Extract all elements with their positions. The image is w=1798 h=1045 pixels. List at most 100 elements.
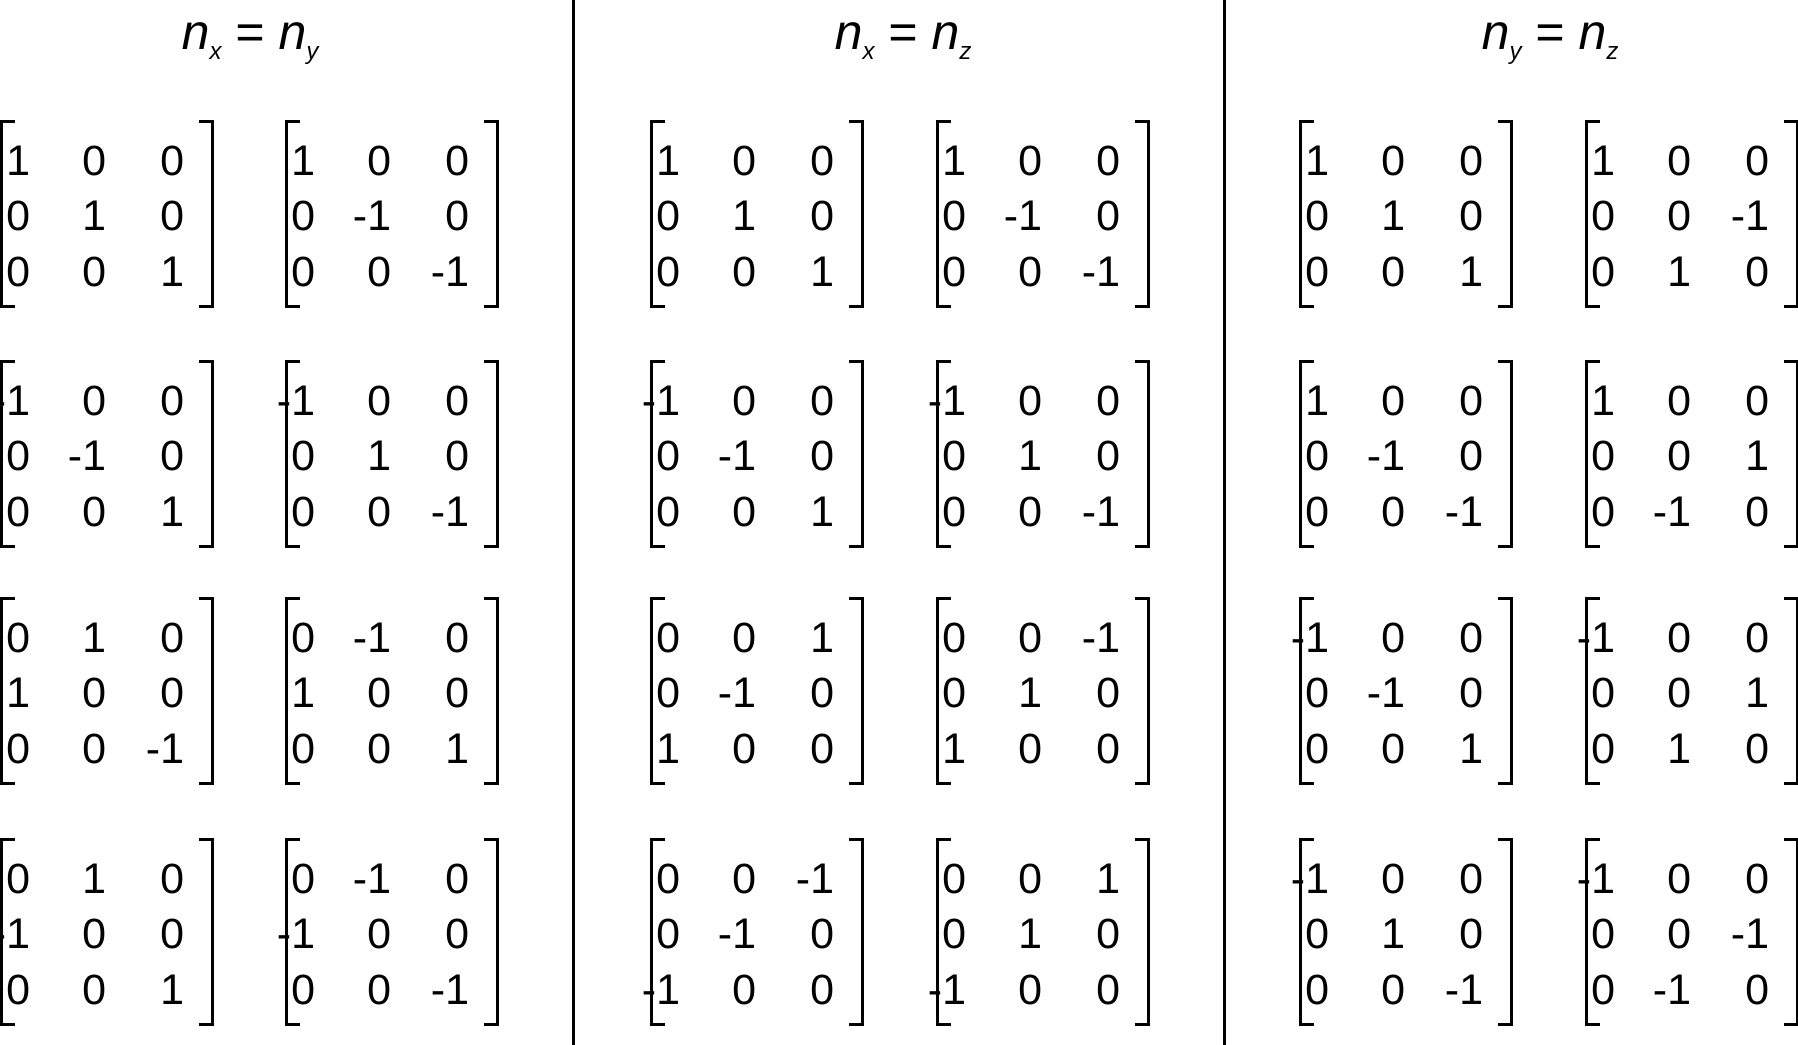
matrix-cell: 0 [602,247,680,297]
matrix-cell: 0 [756,376,834,426]
matrix-cell: -1 [1405,487,1483,537]
matrix-cell: -1 [888,376,966,426]
matrix-cell: 0 [313,724,391,774]
matrix-cell: 0 [313,376,391,426]
matrix-cell: 1 [1251,136,1329,186]
matrix-cell: 0 [106,668,184,718]
matrix-cell: -1 [756,854,834,904]
matrix-cell: 0 [391,191,469,241]
matrix-cell: 0 [28,724,106,774]
matrix-cell: 0 [1327,613,1405,663]
matrix-cell: 0 [1613,431,1691,481]
matrix-cell: 0 [1537,487,1615,537]
matrix-cell: 0 [964,613,1042,663]
right-bracket [1784,360,1798,548]
right-bracket [1135,838,1150,1026]
matrix: -1 0 0 0 1 0 0 0 -1 [936,360,1150,548]
matrix-cell: 0 [28,909,106,959]
matrix: 0 1 0 -1 0 0 0 0 1 [0,838,214,1026]
matrix-cell: 0 [756,909,834,959]
matrix-cell: 0 [237,247,315,297]
matrix-cell: -1 [888,965,966,1015]
matrix-cell: 0 [964,136,1042,186]
matrix-cell: 0 [28,487,106,537]
matrix-cell: 0 [1691,613,1769,663]
matrix-cell: 1 [0,136,30,186]
matrix-cell: 0 [756,965,834,1015]
right-bracket [1784,838,1798,1026]
matrix-cell: 0 [678,376,756,426]
matrix-cell: 0 [756,136,834,186]
matrix-cell: 0 [1042,136,1120,186]
matrix-cell: -1 [1327,668,1405,718]
matrix-cell: 1 [602,724,680,774]
matrix-cell: 0 [313,136,391,186]
matrix-cell: -1 [602,376,680,426]
matrix-cell: 0 [391,668,469,718]
matrix-cell: -1 [237,909,315,959]
right-bracket [1498,360,1513,548]
matrix-cell: -1 [1613,487,1691,537]
matrix-cell: -1 [0,376,30,426]
matrix: -1 0 0 0 -1 0 0 0 1 [0,360,214,548]
matrix-cell: -1 [1042,247,1120,297]
matrix: 1 0 0 0 -1 0 0 0 -1 [1299,360,1513,548]
matrix-cell: -1 [602,965,680,1015]
matrix-cell: -1 [1537,613,1615,663]
matrix-cell: 0 [391,909,469,959]
matrix-cell: 0 [1405,136,1483,186]
right-bracket [849,360,864,548]
matrix-cell: -1 [1691,909,1769,959]
matrix-cell: 0 [0,965,30,1015]
matrix-cell: 0 [1613,136,1691,186]
matrix-cell: 0 [1691,376,1769,426]
matrix: 0 0 1 0 -1 0 1 0 0 [650,597,864,785]
matrix-cell: 0 [888,247,966,297]
matrix-cell: 1 [391,724,469,774]
matrix-cell: 0 [106,854,184,904]
matrix-cell: 1 [1405,247,1483,297]
matrix-cell: 0 [678,724,756,774]
matrix-cell: 1 [1405,724,1483,774]
matrix-cell: 0 [1613,909,1691,959]
matrix-cell: 1 [1537,136,1615,186]
matrix-cell: 0 [602,431,680,481]
matrix-cell: 0 [1537,191,1615,241]
matrix-cell: -1 [1327,431,1405,481]
matrix-cell: 0 [1251,668,1329,718]
matrix-cell: 1 [237,668,315,718]
matrix: 0 -1 0 1 0 0 0 0 1 [285,597,499,785]
matrix-cell: 0 [1042,376,1120,426]
matrix-cell: 0 [106,613,184,663]
matrix-cell: 0 [391,136,469,186]
column-title-nx-eq-nz: nx = nz [703,2,1103,82]
matrix-cell: 0 [1613,854,1691,904]
matrix-cell: 0 [237,191,315,241]
matrix-cell: 0 [1042,965,1120,1015]
matrix-cell: 0 [313,487,391,537]
right-bracket [199,360,214,548]
right-bracket [849,597,864,785]
matrix-cell: 0 [888,668,966,718]
right-bracket [199,838,214,1026]
matrix-cell: 0 [888,431,966,481]
matrix-cell: 0 [1042,668,1120,718]
right-bracket [484,838,499,1026]
matrix-cell: 1 [678,191,756,241]
matrix-cell: -1 [237,376,315,426]
matrix: 0 0 -1 0 -1 0 -1 0 0 [650,838,864,1026]
matrix-cell: 0 [964,724,1042,774]
matrix-cell: 1 [888,724,966,774]
matrix-cell: 0 [106,136,184,186]
matrix-cell: 0 [756,431,834,481]
matrix-cell: -1 [391,487,469,537]
matrix-cell: 0 [888,191,966,241]
matrix-cell: 0 [678,613,756,663]
matrix-cell: 0 [888,613,966,663]
matrix-cell: 0 [28,965,106,1015]
matrix: -1 0 0 0 -1 0 0 0 1 [650,360,864,548]
matrix-cell: 0 [1405,376,1483,426]
matrix-cell: 0 [1327,136,1405,186]
matrix-cell: 1 [1537,376,1615,426]
matrix-cell: -1 [28,431,106,481]
